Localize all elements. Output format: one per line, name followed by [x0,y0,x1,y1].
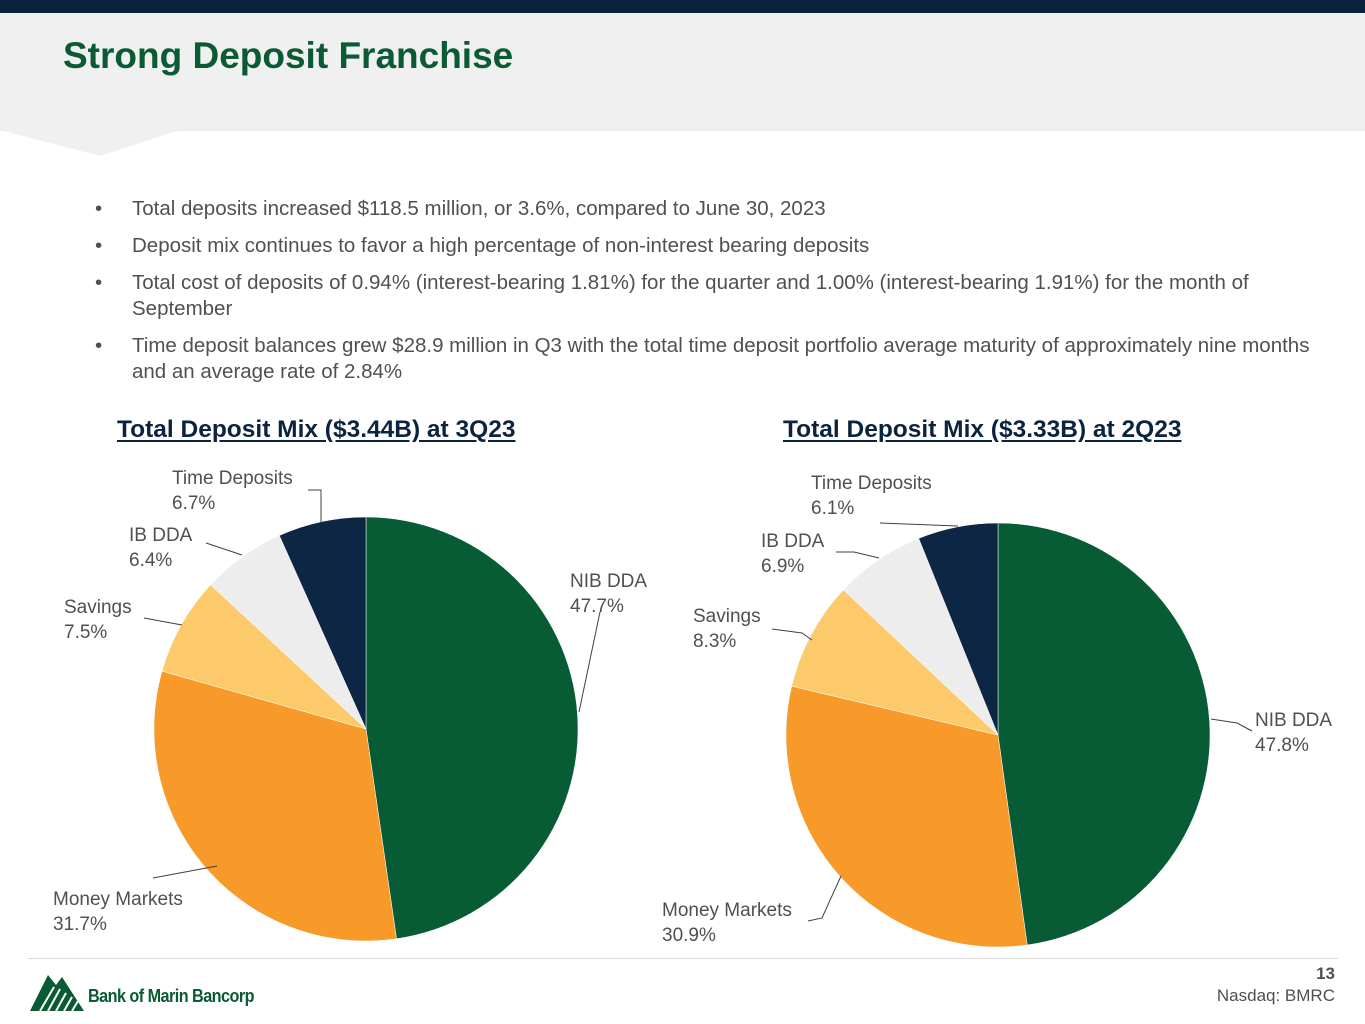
ticker-label: Nasdaq: BMRC [1216,986,1335,1005]
slice-value-time-deposits: 6.1% [811,498,854,519]
chart-title-2q23: Total Deposit Mix ($3.33B) at 2Q23 [783,416,1182,443]
leader-line-money-markets [152,865,218,879]
slice-label-ib-dda: IB DDA [761,531,825,552]
footer-divider [28,958,1338,959]
slice-value-savings: 7.5% [64,622,107,643]
pie-slice-time-deposits [279,516,367,730]
pie-slice-nib-dda [997,522,1211,946]
slice-label-nib-dda: NIB DDA [1255,710,1332,731]
slice-label-money-markets: Money Markets [662,900,792,921]
bullet-marker: • [95,271,103,294]
bullet-marker: • [95,334,103,357]
slice-label-money-markets: Money Markets [53,889,183,910]
leader-line-money-markets [807,875,842,922]
pie-slice-savings [791,589,999,736]
leader-line-savings [771,628,813,641]
bullet-item: • Deposit mix continues to favor a high p… [95,233,1325,259]
slice-label-ib-dda: IB DDA [129,525,193,546]
leader-line-nib-dda [578,611,601,713]
slice-value-savings: 8.3% [693,631,736,652]
chart-title-3q23: Total Deposit Mix ($3.44B) at 3Q23 [117,416,516,443]
slice-value-money-markets: 30.9% [662,925,716,946]
bullet-text: Time deposit balances grew $28.9 million… [132,334,1310,383]
bullet-item: • Time deposit balances grew $28.9 millio… [95,333,1325,385]
leader-line-ib-dda [205,542,243,556]
slice-label-nib-dda: NIB DDA [570,571,647,592]
slice-value-money-markets: 31.7% [53,914,107,935]
page-number: 13 [1316,964,1335,983]
header-notch [0,130,180,156]
header-band [0,13,1365,131]
slice-label-savings: Savings [693,606,761,627]
leader-line-time-deposits [308,489,322,522]
leader-line-ib-dda [836,551,880,559]
company-name: Bank of Marin Bancorp [88,986,255,1006]
slide-title: Strong Deposit Franchise [63,35,514,76]
slice-label-time-deposits: Time Deposits [811,473,932,494]
slice-value-ib-dda: 6.9% [761,556,804,577]
pie-slices [153,516,579,942]
slice-label-time-deposits: Time Deposits [172,468,293,489]
bullet-item: • Total deposits increased $118.5 million… [95,196,1325,222]
pie-slice-time-deposits [918,522,999,736]
bullet-item: • Total cost of deposits of 0.94% (intere… [95,270,1325,322]
leader-line-savings [143,617,183,626]
bullet-text: Deposit mix continues to favor a high pe… [132,234,870,257]
bank-logo-icon [30,975,84,1012]
leader-line-time-deposits [879,522,959,527]
pie-slices [785,522,1211,948]
leader-line-nib-dda [1210,718,1253,732]
slice-value-nib-dda: 47.8% [1255,735,1309,756]
bullet-text: Total cost of deposits of 0.94% (interes… [132,271,1249,320]
bullet-marker: • [95,197,103,220]
bullet-marker: • [95,234,103,257]
pie-slice-nib-dda [365,516,579,940]
pie-slice-money-markets [153,670,397,942]
bullet-text: Total deposits increased $118.5 million,… [132,197,826,220]
top-accent-bar [0,0,1365,13]
slice-value-time-deposits: 6.7% [172,493,215,514]
pie-slice-money-markets [785,685,1028,948]
slice-label-savings: Savings [64,597,132,618]
bullet-list: • Total deposits increased $118.5 million… [95,196,1325,396]
slice-value-nib-dda: 47.7% [570,596,624,617]
slice-value-ib-dda: 6.4% [129,550,172,571]
